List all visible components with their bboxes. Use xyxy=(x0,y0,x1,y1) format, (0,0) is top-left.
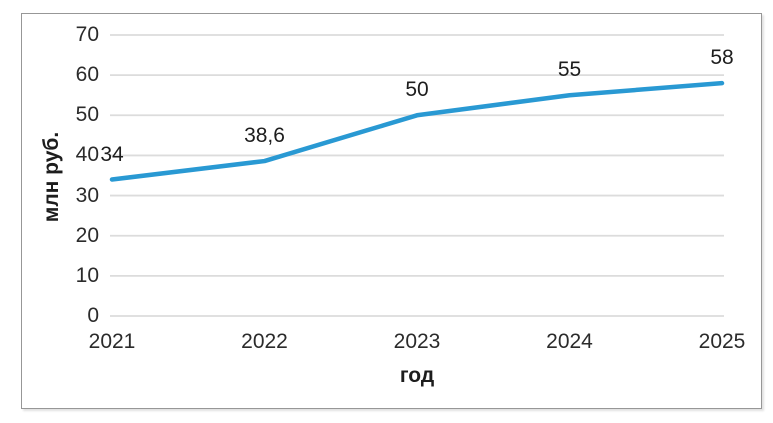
y-tick-label: 20 xyxy=(75,223,99,247)
x-tick-label: 2023 xyxy=(393,330,441,353)
y-tick-label: 0 xyxy=(87,304,99,327)
series-line xyxy=(109,80,725,182)
x-axis-title: год xyxy=(399,364,435,387)
y-tick-label: 30 xyxy=(75,183,99,207)
x-tick-label: 2021 xyxy=(88,330,136,353)
chart-frame xyxy=(21,13,762,409)
y-tick-label: 10 xyxy=(75,263,99,287)
x-tick-label: 2024 xyxy=(546,330,593,353)
y-tick-label: 50 xyxy=(75,103,99,127)
data-label: 34 xyxy=(100,142,124,166)
y-tick-label: 70 xyxy=(75,23,99,46)
data-label: 58 xyxy=(710,46,734,70)
data-label: 55 xyxy=(557,58,582,82)
data-label: 38,6 xyxy=(244,124,285,148)
y-tick-label: 40 xyxy=(75,143,99,167)
x-tick-label: 2025 xyxy=(698,330,746,353)
x-tick-label: 2022 xyxy=(241,330,288,353)
y-axis-title: млн руб. xyxy=(40,131,63,223)
data-label: 50 xyxy=(405,78,429,102)
y-tick-label: 60 xyxy=(75,63,99,87)
